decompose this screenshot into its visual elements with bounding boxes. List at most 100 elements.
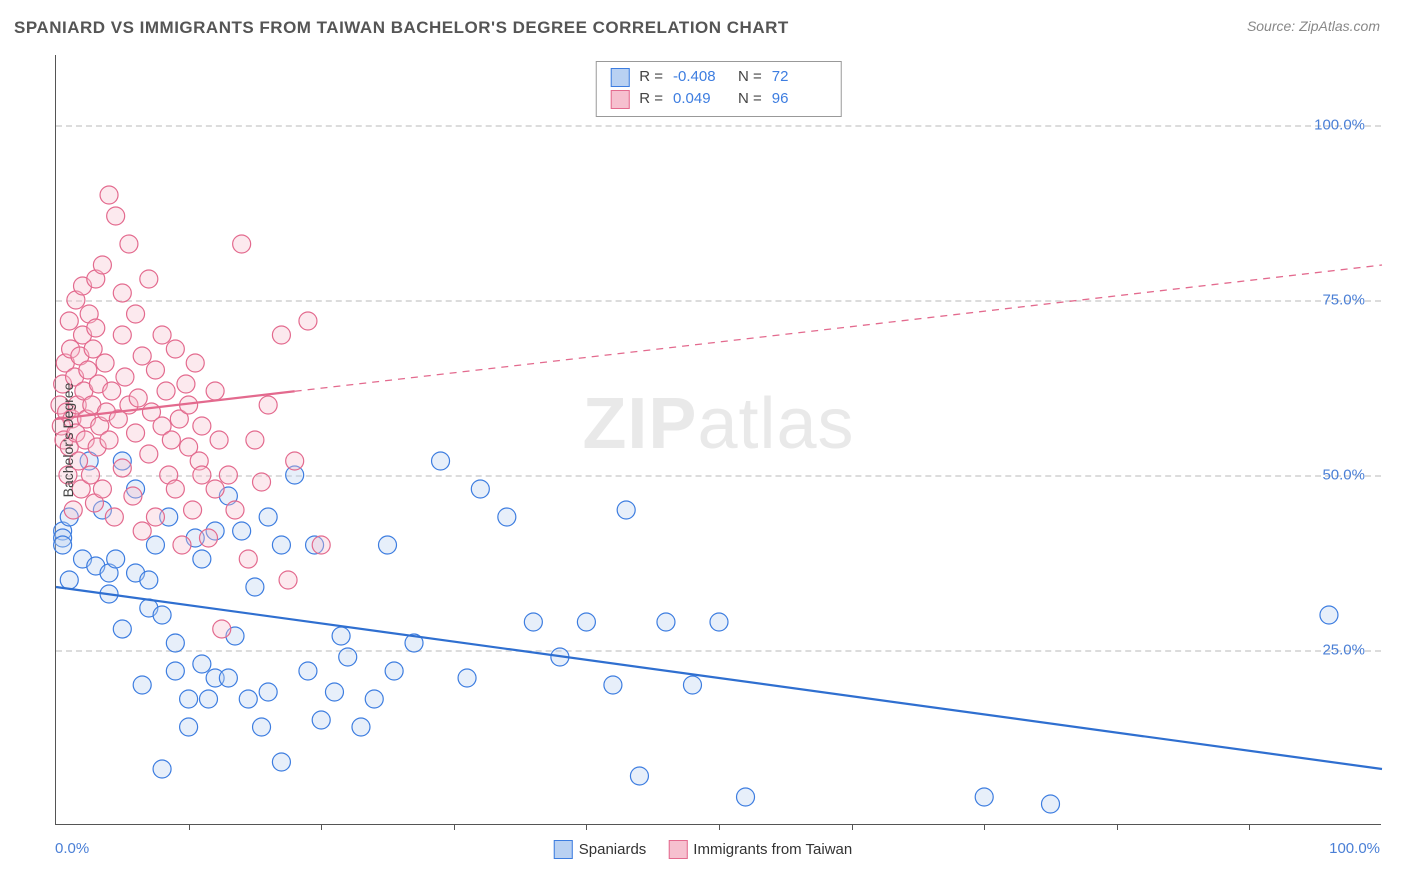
data-point	[365, 690, 383, 708]
data-point	[105, 508, 123, 526]
x-tick	[1117, 824, 1118, 830]
data-point	[153, 606, 171, 624]
data-point	[153, 760, 171, 778]
data-point	[193, 655, 211, 673]
data-point	[103, 382, 121, 400]
data-point	[166, 480, 184, 498]
data-point	[166, 634, 184, 652]
data-point	[226, 501, 244, 519]
series-legend: Spaniards Immigrants from Taiwan	[554, 840, 852, 859]
y-tick-label: 75.0%	[1322, 292, 1365, 309]
data-point	[239, 690, 257, 708]
data-point	[246, 431, 264, 449]
x-tick	[1249, 824, 1250, 830]
y-axis-label: Bachelor's Degree	[60, 382, 76, 497]
data-point	[93, 256, 111, 274]
data-point	[113, 284, 131, 302]
data-point	[1320, 606, 1338, 624]
data-point	[206, 480, 224, 498]
data-point	[54, 536, 72, 554]
data-point	[239, 550, 257, 568]
data-point	[96, 354, 114, 372]
x-tick	[454, 824, 455, 830]
data-point	[385, 662, 403, 680]
y-tick-label: 100.0%	[1314, 117, 1365, 134]
data-point	[133, 522, 151, 540]
data-point	[577, 613, 595, 631]
data-point	[193, 550, 211, 568]
data-point	[127, 424, 145, 442]
series-legend-item: Spaniards	[554, 840, 647, 859]
data-point	[213, 620, 231, 638]
data-point	[107, 550, 125, 568]
source-attribution: Source: ZipAtlas.com	[1247, 18, 1380, 34]
data-point	[186, 354, 204, 372]
data-point	[180, 718, 198, 736]
data-point	[60, 312, 78, 330]
x-tick	[321, 824, 322, 830]
data-point	[180, 690, 198, 708]
data-point	[604, 676, 622, 694]
y-tick-label: 50.0%	[1322, 467, 1365, 484]
legend-swatch	[610, 68, 629, 87]
data-point	[432, 452, 450, 470]
data-point	[146, 508, 164, 526]
data-point	[259, 396, 277, 414]
data-point	[253, 718, 271, 736]
data-point	[166, 340, 184, 358]
data-point	[107, 207, 125, 225]
data-point	[737, 788, 755, 806]
data-point	[657, 613, 675, 631]
x-tick	[719, 824, 720, 830]
data-point	[140, 445, 158, 463]
data-point	[975, 788, 993, 806]
data-point	[352, 718, 370, 736]
data-point	[129, 389, 147, 407]
data-point	[162, 431, 180, 449]
data-point	[177, 375, 195, 393]
data-point	[1042, 795, 1060, 813]
data-point	[120, 235, 138, 253]
data-point	[113, 326, 131, 344]
data-point	[339, 648, 357, 666]
data-point	[100, 431, 118, 449]
data-point	[524, 613, 542, 631]
data-point	[127, 305, 145, 323]
data-point	[166, 662, 184, 680]
data-point	[193, 417, 211, 435]
data-point	[146, 536, 164, 554]
data-point	[113, 459, 131, 477]
x-axis-end-label: 100.0%	[1329, 840, 1380, 857]
x-axis-start-label: 0.0%	[55, 840, 89, 857]
data-point	[124, 487, 142, 505]
data-point	[100, 186, 118, 204]
data-point	[206, 382, 224, 400]
data-point	[471, 480, 489, 498]
data-point	[93, 480, 111, 498]
data-point	[133, 347, 151, 365]
series-legend-label: Immigrants from Taiwan	[693, 841, 852, 858]
data-point	[199, 690, 217, 708]
data-point	[498, 508, 516, 526]
data-point	[64, 501, 82, 519]
data-point	[279, 571, 297, 589]
data-point	[140, 571, 158, 589]
trend-line-dashed	[295, 265, 1382, 391]
data-point	[146, 361, 164, 379]
chart-svg	[56, 55, 1381, 824]
legend-swatch	[610, 90, 629, 109]
data-point	[210, 431, 228, 449]
y-tick-label: 25.0%	[1322, 642, 1365, 659]
data-point	[299, 662, 317, 680]
data-point	[617, 501, 635, 519]
data-point	[233, 522, 251, 540]
data-point	[246, 578, 264, 596]
data-point	[140, 270, 158, 288]
data-point	[219, 669, 237, 687]
data-point	[199, 529, 217, 547]
data-point	[219, 466, 237, 484]
data-point	[630, 767, 648, 785]
data-point	[379, 536, 397, 554]
data-point	[683, 676, 701, 694]
x-tick	[852, 824, 853, 830]
